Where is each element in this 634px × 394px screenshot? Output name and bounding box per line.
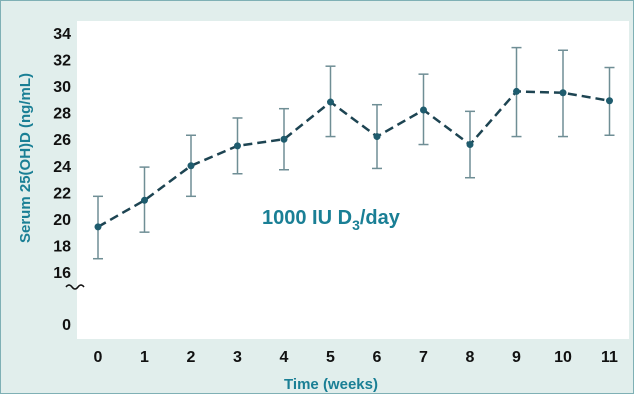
y-tick-label: 28	[53, 106, 71, 123]
x-tick-label: 9	[512, 349, 521, 366]
x-tick-label: 10	[554, 349, 572, 366]
x-tick-label: 8	[466, 349, 475, 366]
y-tick-label: 30	[53, 79, 71, 96]
series-line	[97, 90, 610, 228]
plot-area	[77, 21, 629, 339]
x-tick-label: 1	[140, 349, 149, 366]
data-point	[466, 141, 474, 149]
dose-annotation: 1000 IU D3/day	[262, 207, 401, 233]
data-point	[280, 135, 288, 143]
data-point	[420, 106, 427, 114]
axis-break-symbol	[65, 284, 85, 290]
data-point	[94, 223, 102, 231]
x-tick-label: 11	[601, 349, 618, 366]
y-tick-label: 22	[53, 185, 71, 202]
x-tick-label: 2	[187, 349, 196, 366]
data-point	[141, 196, 148, 204]
x-tick-label: 4	[280, 349, 289, 366]
x-tick-label: 0	[94, 349, 103, 366]
y-tick-label: 34	[53, 26, 71, 43]
dose-annotation-subscript: 3	[352, 217, 360, 233]
y-tick-label: 16	[53, 265, 71, 282]
data-point	[513, 87, 520, 95]
data-point	[327, 98, 334, 106]
y-tick-label: 18	[53, 238, 71, 255]
y-tick-label: 20	[53, 212, 71, 229]
data-point	[373, 133, 381, 141]
y-tick-label: 26	[53, 132, 71, 149]
data-point	[187, 162, 195, 170]
data-point	[234, 142, 241, 150]
y-tick-label: 24	[53, 159, 71, 176]
x-axis-title: Time (weeks)	[284, 376, 378, 393]
x-axis: 0 1 2 3 4 5 6 7 8 9 10 11	[94, 349, 619, 366]
x-tick-label: 7	[419, 349, 428, 366]
y-tick-label: 0	[62, 317, 71, 334]
y-tick-label: 32	[53, 53, 71, 70]
dose-annotation-suffix: /day	[360, 207, 401, 229]
dose-annotation-main: 1000 IU D	[262, 207, 352, 229]
x-tick-label: 6	[373, 349, 382, 366]
y-axis-title: Serum 25(OH)D (ng/mL)	[17, 73, 34, 243]
y-axis: 34 32 30 28 26 24 22 20 18 16 0	[53, 26, 71, 334]
x-tick-label: 3	[233, 349, 242, 366]
data-point	[559, 89, 567, 97]
x-tick-label: 5	[326, 349, 335, 366]
data-markers	[94, 87, 613, 231]
data-point	[606, 97, 613, 105]
